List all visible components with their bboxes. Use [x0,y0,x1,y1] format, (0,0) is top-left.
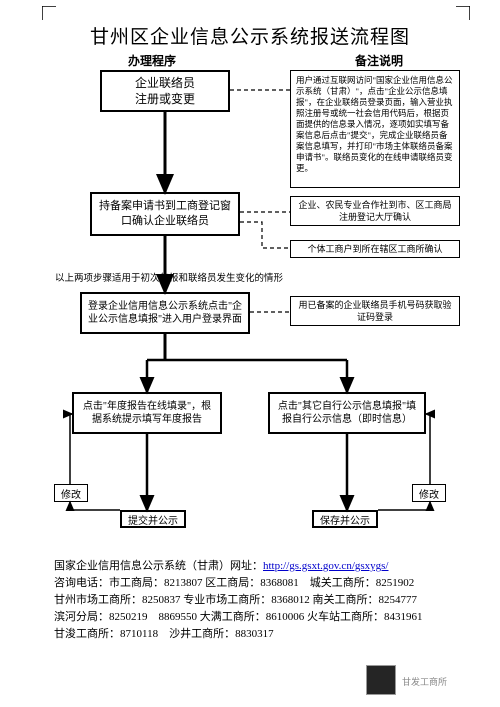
footer-l5: 甘浚工商所：8710118 沙井工商所：8830317 [54,626,464,643]
footer: 国家企业信用信息公示系统（甘肃）网址：http://gs.gsxt.gov.cn… [54,558,464,643]
btn-submit-left: 提交并公示 [120,510,186,528]
note-login: 用已备案的企业联络员手机号码获取验证码登录 [290,296,460,326]
footer-l1: 国家企业信用信息公示系统（甘肃）网址：http://gs.gsxt.gov.cn… [54,558,464,575]
node-confirm: 持备案申请书到工商登记窗口确认企业联络员 [90,192,240,236]
footer-l1a: 国家企业信用信息公示系统（甘肃）网址： [54,560,263,572]
note-scope: 以上两项步骤适用于初次年报和联络员发生变化的情形 [55,270,285,284]
qr-icon [366,665,396,695]
col-right-header: 备注说明 [355,52,403,69]
col-left-header: 办理程序 [128,52,176,69]
footer-l3: 甘州市场工商所：8250837 专业市场工商所：8368012 南关工商所：82… [54,592,464,609]
node-login: 登录企业信用信息公示系统点击"企业公示信息填报"进入用户登录界面 [80,292,250,334]
btn-modify-right: 修改 [412,484,446,502]
node-other: 点击"其它自行公示信息填报"填报自行公示信息（即时信息） [268,392,426,434]
footer-l2: 咨询电话：市工商局：8213807 区工商局：8368081 城关工商所：825… [54,575,464,592]
page: 甘州区企业信息公示系统报送流程图 办理程序 备注说明 企业联络员注册或变更 持备… [0,0,500,707]
footer-l4: 滨河分局：8250219 8869550 大满工商所：8610006 火车站工商… [54,609,464,626]
footer-link[interactable]: http://gs.gsxt.gov.cn/gsxygs/ [263,560,389,572]
crop-corner-tr [456,6,470,20]
node-annual: 点击"年度报告在线填录"，根据系统提示填写年度报告 [72,392,222,434]
crop-corner-tl [42,6,56,20]
page-title: 甘州区企业信息公示系统报送流程图 [0,22,500,49]
btn-submit-right: 保存并公示 [312,510,378,528]
note-confirm-a: 企业、农民专业合作社到市、区工商局注册登记大厅确认 [290,196,460,226]
brand-label: 甘发工商所 [402,675,447,688]
btn-modify-left: 修改 [54,484,88,502]
node-register: 企业联络员注册或变更 [100,70,230,112]
note-confirm-b: 个体工商户到所在辖区工商所确认 [290,240,460,258]
note-register: 用户通过互联网访问"国家企业信用信息公示系统（甘肃）"，点击"企业公示信息填报"… [290,70,460,188]
